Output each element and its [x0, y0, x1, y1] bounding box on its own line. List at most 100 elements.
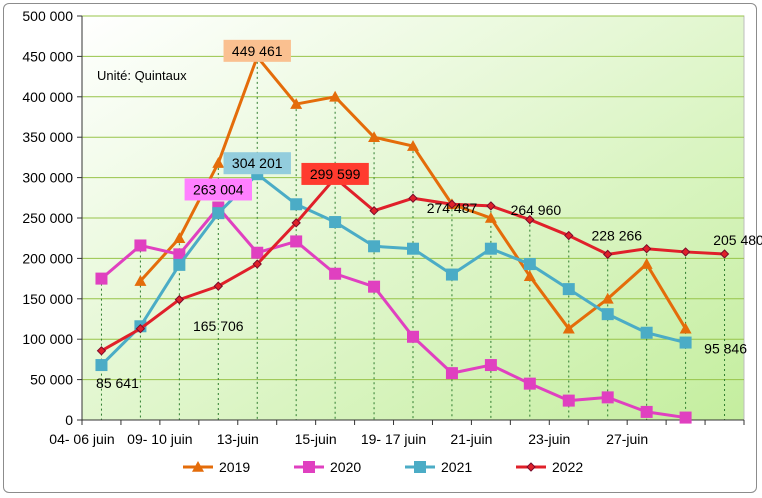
data-label-box	[223, 39, 291, 62]
data-label-box	[184, 178, 252, 201]
data-point-2021	[212, 207, 225, 220]
data-point-2019	[212, 157, 225, 168]
data-point-2021	[368, 240, 381, 253]
data-point-2020	[523, 377, 536, 390]
data-labels: 449 461 263 004 304 201 299 599 85 641 165 70…	[96, 39, 762, 391]
data-label: 205 480	[713, 232, 762, 248]
data-point-2019	[329, 90, 342, 102]
y-axis: 0 50 000 100 000 150 000 200 000 250 000 300 0…	[22, 8, 83, 428]
data-point-2021	[484, 242, 497, 255]
y-tick-label: 500 000	[22, 8, 73, 24]
y-tick-label: 450 000	[22, 48, 73, 64]
data-point-2020	[95, 272, 108, 285]
data-point-2019	[368, 131, 381, 142]
series-line-2021	[100, 172, 686, 367]
x-tick-label: 21-juin	[450, 431, 492, 447]
legend-item-2019: 2019	[183, 459, 250, 475]
data-point-2021	[562, 283, 575, 296]
data-label: 85 641	[96, 375, 139, 391]
data-point-2021	[679, 336, 692, 349]
y-tick-label: 350 000	[22, 129, 73, 145]
data-point-2021	[640, 326, 653, 339]
x-tick-label: 23-juin	[528, 431, 570, 447]
data-point-2019	[407, 140, 419, 151]
legend: 2019 2020 2021 2022	[183, 459, 583, 475]
data-label-box	[223, 152, 291, 175]
legend-label: 2021	[441, 459, 472, 475]
data-point-2022	[447, 199, 457, 209]
series-line-2020	[100, 205, 686, 420]
x-tick-label: 09- 10 juin	[127, 431, 192, 447]
data-label: 449 461	[232, 43, 283, 59]
legend-label: 2019	[219, 459, 250, 475]
data-point-2022	[719, 249, 730, 259]
data-point-2019	[290, 98, 303, 109]
data-label: 304 201	[232, 155, 283, 171]
data-label: 263 004	[193, 181, 244, 197]
data-label: 274 487	[427, 200, 478, 216]
y-tick-label: 150 000	[22, 291, 73, 307]
data-point-2022	[213, 281, 224, 291]
data-point-2020	[407, 330, 419, 343]
data-point-2022	[135, 323, 146, 334]
data-point-2020	[445, 367, 458, 380]
data-point-2020	[640, 405, 653, 418]
legend-marker	[192, 461, 204, 472]
data-point-2021	[329, 216, 342, 229]
data-point-2022	[369, 206, 379, 216]
data-point-2020	[329, 267, 342, 280]
data-point-2022	[252, 259, 262, 269]
data-point-2020	[134, 239, 147, 252]
data-point-2019	[173, 232, 186, 243]
legend-label: 2020	[330, 459, 361, 475]
data-point-2022	[564, 230, 574, 241]
data-point-2019	[484, 212, 497, 223]
data-point-2020	[601, 391, 614, 404]
y-tick-label: 100 000	[22, 331, 73, 347]
y-tick-label: 50 000	[30, 372, 73, 388]
data-point-2021	[407, 242, 419, 255]
data-point-2020	[173, 248, 186, 261]
data-point-2021	[173, 258, 186, 271]
data-point-2020	[368, 280, 381, 293]
data-point-2022	[486, 201, 496, 211]
data-point-2022	[525, 214, 535, 225]
data-point-2021	[523, 258, 536, 271]
x-tick-label: 19- 17 juin	[361, 431, 426, 447]
legend-marker	[303, 461, 315, 473]
x-tick-label: 04- 06 juin	[49, 431, 114, 447]
unit-note: Unité: Quintaux	[97, 68, 187, 83]
legend-item-2021: 2021	[405, 459, 472, 475]
data-point-2019	[134, 275, 147, 286]
data-point-2021	[445, 268, 458, 281]
data-point-2019	[679, 322, 692, 334]
data-point-2020	[562, 394, 575, 407]
data-point-2022	[680, 247, 691, 257]
y-tick-label: 400 000	[22, 89, 73, 105]
y-tick-label: 300 000	[22, 170, 73, 186]
data-point-2022	[602, 249, 613, 260]
data-point-2020	[290, 235, 303, 248]
y-tick-label: 250 000	[22, 210, 73, 226]
data-label: 228 266	[591, 228, 642, 244]
data-label: 299 599	[310, 166, 361, 182]
x-tick-label: 15-juin	[295, 431, 337, 447]
data-point-2022	[291, 218, 301, 228]
data-label: 264 960	[511, 202, 562, 218]
data-point-2020	[484, 359, 497, 372]
x-tick-label: 13-juin	[217, 431, 259, 447]
data-point-2021	[601, 308, 614, 321]
data-point-2019	[640, 258, 653, 269]
data-point-2022	[174, 294, 185, 305]
x-axis: 04- 06 juin 09- 10 juin 13-juin 15-juin 19- …	[49, 419, 745, 447]
y-tick-label: 200 000	[22, 250, 73, 266]
data-point-2020	[679, 411, 692, 424]
y-tick-label: 0	[65, 412, 73, 428]
legend-marker	[414, 461, 426, 473]
data-point-2022	[408, 193, 418, 203]
data-point-2020	[251, 246, 264, 259]
data-point-2019	[601, 292, 614, 304]
legend-item-2022: 2022	[516, 459, 583, 475]
data-label-box	[301, 162, 369, 185]
